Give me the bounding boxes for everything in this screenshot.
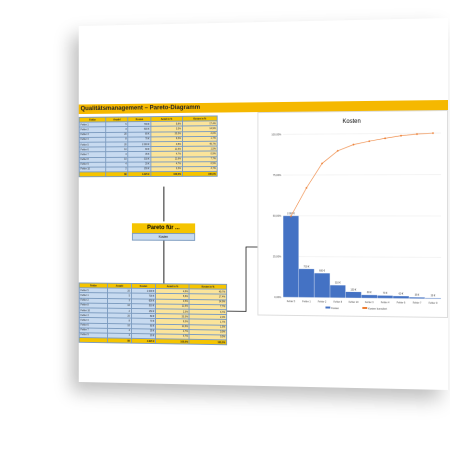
line-point bbox=[290, 215, 292, 217]
line-point bbox=[353, 144, 355, 146]
bar bbox=[409, 297, 425, 299]
line-point bbox=[416, 133, 418, 135]
sum-cell[interactable]: 86 bbox=[106, 172, 128, 177]
data-label: 700 € bbox=[304, 266, 310, 268]
bar bbox=[377, 295, 393, 298]
pareto-select[interactable]: Kosten bbox=[132, 233, 195, 241]
bar bbox=[299, 269, 315, 298]
sorted-defect-table: Fehler Anzahl Kosten Anteil in % Kosten in %… bbox=[79, 282, 227, 345]
x-tick-label: Fehler 10 bbox=[349, 301, 360, 304]
x-tick-label: Fehler 1 bbox=[302, 300, 311, 303]
data-label: 150 € bbox=[351, 289, 358, 291]
data-label: 80 € bbox=[367, 292, 372, 294]
bar bbox=[361, 295, 377, 298]
sum-cell[interactable]: 100,0% bbox=[182, 171, 217, 176]
sum-cell[interactable]: 4.025 € bbox=[128, 172, 151, 177]
x-tick-label: Fehler 2 bbox=[318, 300, 327, 303]
data-label: 60 € bbox=[399, 293, 404, 295]
x-tick-label: Fehler 7 bbox=[413, 302, 422, 305]
pareto-box: Pareto für ... Kosten bbox=[132, 223, 195, 241]
data-label: 310 € bbox=[335, 283, 341, 285]
data-label: 20 € bbox=[431, 295, 436, 297]
bar bbox=[330, 285, 346, 298]
sum-cell[interactable]: 100,0% bbox=[189, 339, 226, 345]
chart-title: Kosten bbox=[343, 119, 361, 125]
bar bbox=[425, 298, 441, 299]
gridline bbox=[283, 256, 441, 257]
pareto-chart: Kosten 0,00% 25,00% 50,00% 75,00% 100,00% 2.… bbox=[257, 110, 448, 318]
page-title: Qualitätsmanagement – Pareto-Diagramm bbox=[81, 103, 201, 114]
x-tick-label: Fehler 5 bbox=[287, 300, 296, 303]
sum-cell[interactable]: 100,0% bbox=[151, 172, 183, 177]
spreadsheet-sheet: Qualitätsmanagement – Pareto-Diagramm Fe… bbox=[79, 18, 448, 390]
arrow-down-1 bbox=[163, 187, 164, 222]
y-tick-label: 75,00% bbox=[273, 174, 282, 177]
data-label: 35 € bbox=[415, 295, 420, 297]
line-point bbox=[337, 150, 339, 152]
defect-table: Fehler Anzahl Kosten Anteil in % Kosten in %… bbox=[79, 115, 218, 177]
sum-cell[interactable] bbox=[79, 338, 107, 343]
bar bbox=[346, 292, 362, 298]
legend-swatch bbox=[325, 307, 330, 309]
sum-cell[interactable] bbox=[79, 172, 106, 177]
legend-entry: Kosten kumuliert bbox=[368, 307, 387, 310]
y-tick-label: 50,00% bbox=[273, 215, 282, 218]
data-label: 600 € bbox=[319, 271, 325, 273]
pareto-title: Pareto für ... bbox=[132, 223, 195, 233]
x-tick-label: Fehler 4 bbox=[381, 301, 390, 304]
bar bbox=[314, 273, 330, 298]
y-tick-label: 25,00% bbox=[273, 255, 282, 258]
line-point bbox=[400, 135, 402, 137]
line-point bbox=[384, 137, 386, 139]
sum-cell[interactable]: 86 bbox=[108, 338, 132, 343]
table-sum-row: 86 4.025 €100,0% 100,0% bbox=[79, 171, 217, 177]
arrow-down-2 bbox=[163, 241, 164, 284]
data-label: 2.000 € bbox=[287, 213, 295, 215]
y-tick-label: 0,00% bbox=[274, 296, 282, 299]
table-sum-row: 86 4.025 €100,0% 100,0% bbox=[79, 338, 226, 345]
bar bbox=[283, 216, 299, 298]
legend-entry: Kosten bbox=[331, 307, 339, 310]
line-point bbox=[321, 163, 323, 165]
legend-swatch bbox=[362, 307, 367, 309]
y-tick-label: 100,00% bbox=[272, 133, 282, 136]
sum-cell[interactable]: 100,0% bbox=[156, 339, 190, 345]
x-tick-label: Fehler 9 bbox=[429, 302, 438, 305]
x-tick-label: Fehler 8 bbox=[334, 301, 343, 304]
pareto-chart-svg: Kosten 0,00% 25,00% 50,00% 75,00% 100,00% 2.… bbox=[258, 111, 447, 317]
sum-cell[interactable]: 4.025 € bbox=[131, 338, 155, 343]
line-point bbox=[368, 140, 370, 142]
bar bbox=[393, 296, 409, 299]
line-point bbox=[306, 187, 308, 189]
connector-line bbox=[218, 218, 260, 316]
line-point bbox=[432, 132, 434, 134]
x-tick-label: Fehler 6 bbox=[397, 301, 406, 304]
data-label: 70 € bbox=[383, 293, 388, 295]
gridline bbox=[283, 175, 441, 176]
x-tick-label: Fehler 3 bbox=[365, 301, 374, 304]
